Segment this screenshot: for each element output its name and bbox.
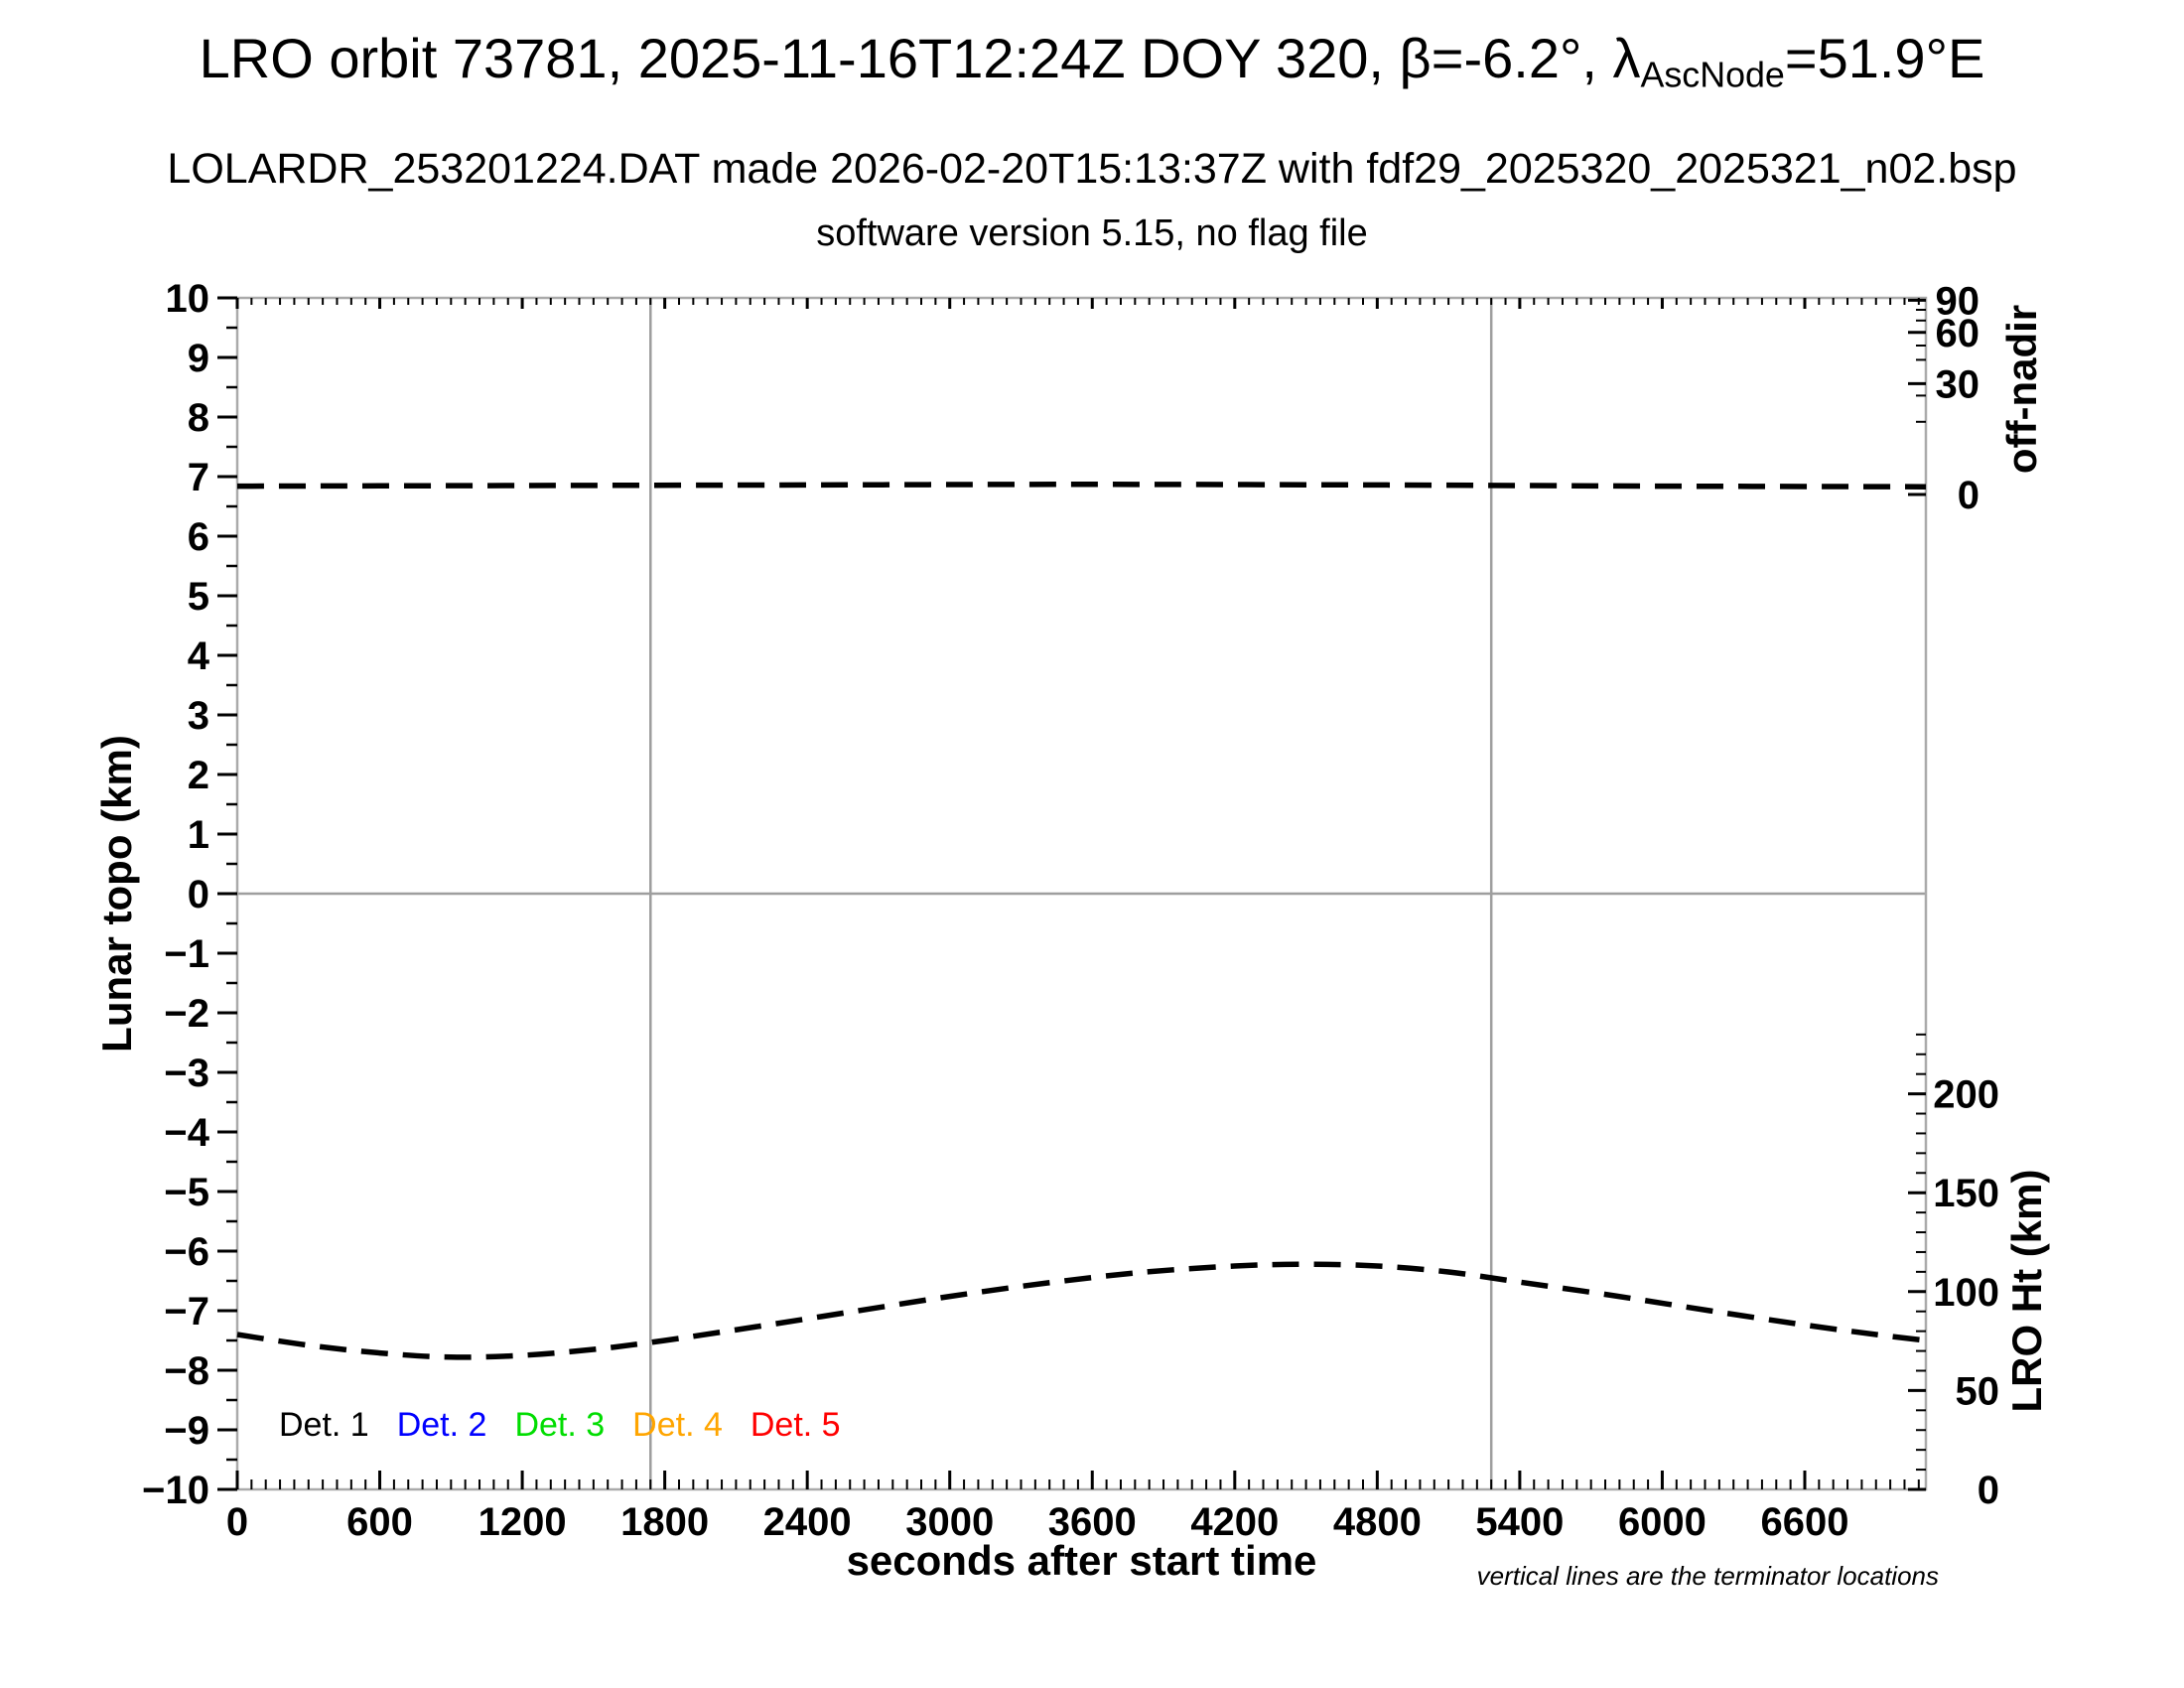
y-left-tick-label: −10 — [142, 1469, 209, 1512]
legend-det-4: Det. 4 — [632, 1406, 723, 1444]
legend-det-2: Det. 2 — [396, 1406, 487, 1444]
ht-tick-label: 100 — [1933, 1271, 1999, 1315]
x-tick-label: 1800 — [620, 1500, 709, 1544]
y-left-tick-label: −1 — [164, 932, 209, 976]
y-left-tick-label: 2 — [188, 754, 209, 797]
y-left-tick-label: −5 — [164, 1171, 209, 1214]
y-left-tick-label: −9 — [164, 1409, 209, 1453]
y-axis-label-lro-height: LRO Ht (km) — [2003, 1169, 2050, 1413]
series-path-lro-height — [236, 1261, 1927, 1360]
x-tick-label: 5400 — [1475, 1500, 1564, 1544]
y-left-tick-label: 3 — [188, 694, 209, 738]
offnadir-tick-label: 30 — [1936, 362, 1980, 406]
y-left-tick-label: 4 — [188, 634, 210, 678]
series-path-off-nadir-angle — [236, 482, 1927, 490]
terminator-footnote: vertical lines are the terminator locati… — [1476, 1561, 1939, 1591]
y-left-tick-label: 9 — [188, 337, 209, 380]
legend-det-3: Det. 3 — [514, 1406, 606, 1444]
y-left-tick-label: 6 — [188, 515, 209, 559]
ht-tick-label: 200 — [1933, 1073, 1999, 1117]
legend-det-1: Det. 1 — [279, 1406, 369, 1444]
y-left-tick-label: −4 — [164, 1111, 209, 1155]
y-axis-label-offnadir: off-nadir — [1998, 304, 2045, 475]
subtitle-software-version: software version 5.15, no flag file — [816, 212, 1368, 254]
y-left-tick-label: −8 — [164, 1349, 209, 1393]
y-left-tick-label: 1 — [188, 813, 209, 857]
ht-tick-label: 50 — [1956, 1369, 2000, 1413]
subtitle-filename: LOLARDR_253201224.DAT made 2026-02-20T15… — [167, 145, 2017, 193]
x-tick-label: 6600 — [1760, 1500, 1848, 1544]
page-title-main: LRO orbit 73781, 2025-11-16T12:24Z DOY 3… — [199, 27, 1641, 89]
y-axis-label-left: Lunar topo (km) — [93, 735, 140, 1053]
x-axis-label: seconds after start time — [846, 1537, 1317, 1584]
x-tick-label: 1200 — [478, 1500, 567, 1544]
y-left-tick-label: 10 — [166, 277, 210, 321]
x-tick-label: 3000 — [905, 1500, 994, 1544]
page-title-subscript: AscNode — [1640, 55, 1785, 95]
detector-legend: Det. 1 Det. 2 Det. 3 Det. 4 Det. 5 — [279, 1406, 841, 1445]
y-left-tick-label: −2 — [164, 992, 209, 1036]
x-tick-label: 6000 — [1618, 1500, 1706, 1544]
x-tick-label: 4800 — [1333, 1500, 1422, 1544]
ht-tick-label: 150 — [1933, 1172, 1999, 1215]
page-title-tail: =51.9°E — [1784, 27, 1985, 89]
y-left-tick-label: −7 — [164, 1290, 209, 1334]
ht-tick-label: 0 — [1978, 1469, 1999, 1512]
offnadir-tick-label: 90 — [1936, 279, 1980, 323]
x-tick-label: 2400 — [763, 1500, 852, 1544]
offnadir-tick-label: 60 — [1936, 312, 1980, 355]
y-left-tick-label: 7 — [188, 456, 209, 499]
x-tick-label: 600 — [346, 1500, 413, 1544]
x-tick-label: 3600 — [1048, 1500, 1137, 1544]
y-left-tick-label: 0 — [188, 873, 209, 916]
page-title: LRO orbit 73781, 2025-11-16T12:24Z DOY 3… — [0, 26, 2184, 95]
y-left-tick-label: 8 — [188, 396, 209, 440]
offnadir-tick-label: 0 — [1958, 474, 1979, 517]
x-tick-label: 4200 — [1190, 1500, 1279, 1544]
x-tick-label: 0 — [226, 1500, 248, 1544]
legend-det-5: Det. 5 — [750, 1406, 841, 1444]
y-left-tick-label: −6 — [164, 1230, 209, 1274]
y-left-tick-label: 5 — [188, 575, 209, 619]
y-left-tick-label: −3 — [164, 1052, 209, 1095]
